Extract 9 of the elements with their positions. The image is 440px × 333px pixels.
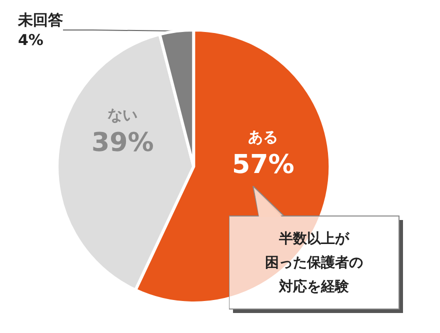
slice-label: ない (108, 106, 138, 124)
text: 対応を経験 (279, 278, 349, 294)
slice-label: ある (248, 128, 278, 146)
data-label: 4% (18, 31, 44, 49)
slice-label: 未回答 (17, 11, 63, 29)
text: 半数以上が (279, 230, 349, 246)
data-label: 39% (92, 128, 154, 158)
text: 困った保護者の (265, 254, 363, 270)
data-label: 57% (232, 150, 294, 180)
